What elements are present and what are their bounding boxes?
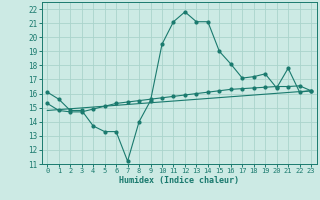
X-axis label: Humidex (Indice chaleur): Humidex (Indice chaleur) [119,176,239,185]
